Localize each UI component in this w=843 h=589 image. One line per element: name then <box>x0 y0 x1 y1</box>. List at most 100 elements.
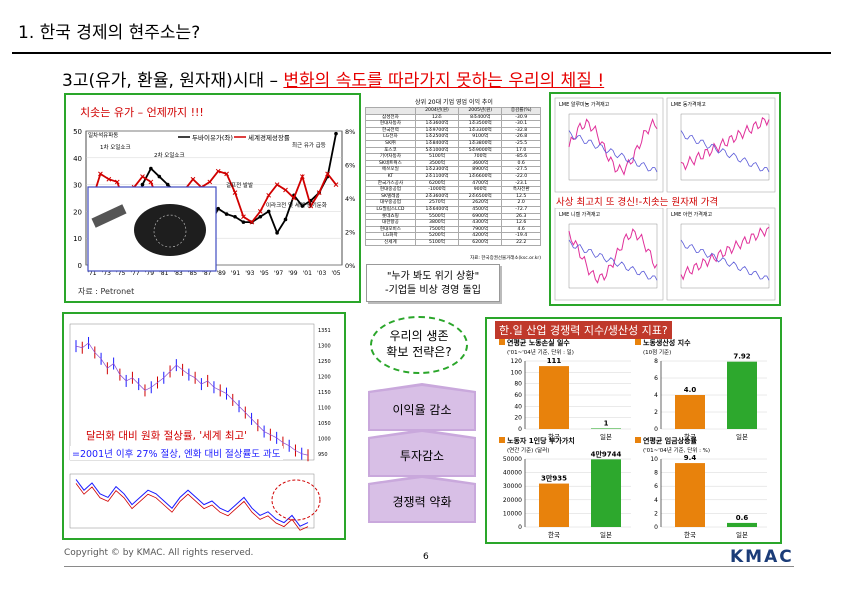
strategy-step-1: 이익율 감소 <box>368 383 476 433</box>
step-arrow-shape <box>368 383 476 431</box>
y-tick-label: 1100 <box>318 406 331 412</box>
table-cell: LG필립스LCD <box>365 205 416 214</box>
table-header-cell: 2005년(원) <box>458 107 503 115</box>
data-point <box>257 209 263 214</box>
chart-title: 노동생산성 지수 <box>643 338 691 347</box>
y-tick-label: 1200 <box>318 375 331 381</box>
table-row: LG전자 1조2500억 9100억 -26.8 <box>365 133 541 141</box>
table-row: SK㈜ 1조8400억 1조3800억 -25.5 <box>365 139 541 148</box>
table-cell: 2조3600억 <box>414 192 460 201</box>
moving-average-line <box>75 342 309 456</box>
oil-source: 자료 : Petronet <box>78 287 135 296</box>
y-tick-label: 8 <box>654 358 658 365</box>
lme-panel: LME 알루미늄 가격재고 LME 동가격재고 LME 니켈 가격재고 LME 아연 … <box>549 92 781 306</box>
table-cell: 4200억 <box>458 232 503 240</box>
table-cell: 5500억 <box>414 212 460 221</box>
title-divider <box>12 52 831 54</box>
lme-price-line <box>680 226 770 281</box>
y-tick-label: 6 <box>654 483 658 490</box>
table-cell: 2620억 <box>458 199 503 207</box>
chart-annotation: 2차 오일쇼크 <box>154 151 185 159</box>
y-tick-label: 1300 <box>318 344 331 350</box>
lme-headline: 사상 최고치 또 경신!-치솟는 원자재 가격 <box>555 194 720 208</box>
data-point <box>283 217 288 222</box>
lme-chart-frame <box>554 207 664 301</box>
data-point <box>140 174 145 179</box>
page-title: 1. 한국 경제의 현주소는? <box>18 23 201 43</box>
category-label: 한국 <box>548 433 560 441</box>
lme-chart-frame <box>666 207 776 301</box>
data-point <box>233 214 237 219</box>
step-label: 이익율 감소 <box>392 403 452 417</box>
data-point <box>190 176 196 182</box>
data-point <box>274 182 280 187</box>
data-point <box>165 182 170 187</box>
table-cell: 2조6500억 <box>458 192 503 201</box>
bar <box>675 395 705 429</box>
subtitle-prefix: 3고(유가, 환율, 원자재)시대 – <box>62 71 284 91</box>
profit-table-title: 상위 20대 기업 영업 이익 추이 <box>415 99 493 106</box>
y-tick-label: 1150 <box>318 390 331 396</box>
data-point <box>140 182 145 187</box>
y-tick-label: 6 <box>654 375 658 382</box>
table-cell: SK㈜ <box>365 139 416 148</box>
lme-plot-area <box>680 113 770 181</box>
table-cell: 1조8400억 <box>414 139 460 148</box>
lme-chart-title: LME 아연 가격재고 <box>671 211 712 218</box>
exchange-subline: =2001년 이후 27% 절상, 엔화 대비 절상률도 과도 <box>70 446 283 460</box>
table-cell: 7500억 <box>414 225 460 234</box>
table-row: 한국전력 1조9700억 1조3300억 -32.8 <box>365 126 541 135</box>
y-tick-label: 40 <box>514 403 522 410</box>
category-label: 일본 <box>736 530 748 539</box>
lme-price-line <box>568 228 658 284</box>
category-label: 한국 <box>684 433 696 441</box>
table-cell: 1조3800억 <box>458 139 503 148</box>
competitiveness-charts: 연평균 노동손실 일수('01~'04년 기준, 단위 : 일)02040608… <box>499 338 767 539</box>
table-cell: 7900억 <box>458 225 503 234</box>
lme-stock-line <box>680 239 770 281</box>
table-cell: 4.6 <box>501 225 541 234</box>
table-cell: 6200억 <box>458 238 503 247</box>
table-cell: 1조2300억 <box>414 166 460 174</box>
data-point <box>216 206 221 211</box>
data-point <box>148 179 154 185</box>
table-cell: 5100억 <box>414 153 460 161</box>
chart-subtitle: ('01~'04년 기준, 단위 : %) <box>643 446 710 454</box>
table-cell: -22.0 <box>501 172 541 181</box>
table-cell: -27.5 <box>501 166 541 174</box>
table-cell: 26.3 <box>501 212 541 221</box>
callout-line2: -기업들 비상 경영 돌입 <box>385 285 481 296</box>
lme-chart-title: LME 동가격재고 <box>671 101 706 108</box>
data-point <box>241 214 246 220</box>
table-cell: -1000억 <box>414 186 460 194</box>
table-cell: 5조9000억 <box>458 146 503 155</box>
table-cell: 5조1000억 <box>414 146 460 155</box>
y-tick-label: 0 <box>78 262 82 270</box>
strategy-ellipse: 우리의 생존 확보 전략은? <box>370 316 468 374</box>
y-tick-label: 1050 <box>318 421 331 427</box>
lme-stock-line <box>568 239 658 281</box>
bar-value-label: 3만935 <box>541 474 567 483</box>
x-tick-label: '89 <box>217 270 226 277</box>
data-point <box>232 190 238 195</box>
data-point <box>149 166 153 171</box>
table-cell: -30.1 <box>501 120 541 128</box>
x-tick-label: '81 <box>159 270 168 277</box>
chart-annotation: 1차 오일쇼크 <box>100 143 131 151</box>
table-cell: 3800억 <box>414 219 460 227</box>
data-point <box>106 176 112 182</box>
table-row: 대우중공업 2570억 2620억 2.0 <box>365 199 541 207</box>
footer-copyright: Copyright © by KMAC. All rights reserved… <box>64 548 254 558</box>
bar-value-label: 111 <box>547 357 562 365</box>
table-cell: 1조3300억 <box>458 126 503 135</box>
category-label: 한국 <box>684 531 696 539</box>
step-label: 경쟁력 약화 <box>392 495 452 509</box>
table-cell: 포스코 <box>365 146 416 155</box>
y-tick-label: 10000 <box>503 510 522 517</box>
table-cell: 한국전력 <box>365 126 416 135</box>
table-cell: 1조6400억 <box>414 205 460 214</box>
data-point <box>299 174 305 179</box>
y-tick-label: 4 <box>654 392 658 399</box>
bar <box>727 361 757 429</box>
y-tick-label: 30000 <box>503 483 522 490</box>
